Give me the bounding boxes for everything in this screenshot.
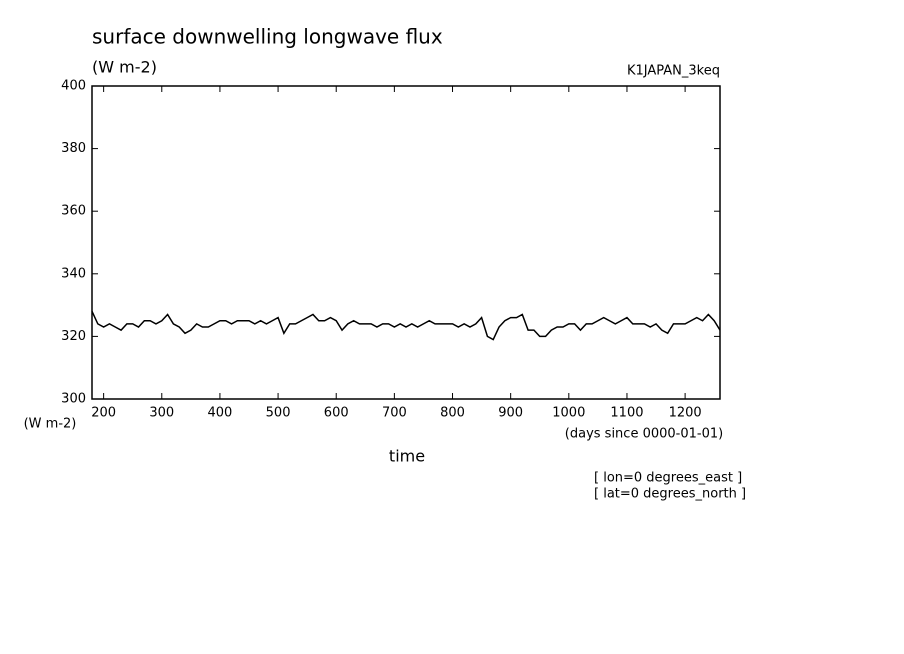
- x-tick-label: 400: [208, 406, 233, 421]
- x-tick-label: 300: [149, 406, 174, 421]
- plot-frame: [91, 85, 721, 400]
- y-axis-units: (W m-2): [24, 417, 77, 432]
- y-tick-label: 380: [61, 141, 86, 156]
- y-tick-label: 400: [61, 79, 86, 94]
- note: [ lat=0 degrees_north ]: [594, 487, 746, 502]
- x-tick-label: 200: [91, 406, 116, 421]
- x-tick-label: 800: [440, 406, 465, 421]
- x-axis-label: time: [389, 447, 425, 466]
- x-tick-label: 1000: [552, 406, 585, 421]
- y-tick-label: 320: [61, 329, 86, 344]
- y-tick-label: 360: [61, 204, 86, 219]
- x-axis-units: (days since 0000-01-01): [565, 427, 723, 442]
- data-line: [91, 311, 721, 341]
- x-tick-label: 900: [498, 406, 523, 421]
- x-tick-label: 500: [266, 406, 291, 421]
- x-tick-label: 700: [382, 406, 407, 421]
- y-tick-label: 340: [61, 266, 86, 281]
- dataset: K1JAPAN_3keq: [627, 64, 720, 79]
- y-tick-label: 300: [61, 392, 86, 407]
- x-tick-label: 1100: [610, 406, 643, 421]
- x-tick-label: 600: [324, 406, 349, 421]
- x-tick-label: 1200: [669, 406, 702, 421]
- note: [ lon=0 degrees_east ]: [594, 471, 742, 486]
- units: (W m-2): [92, 58, 157, 77]
- chart-title: surface downwelling longwave flux: [92, 25, 443, 49]
